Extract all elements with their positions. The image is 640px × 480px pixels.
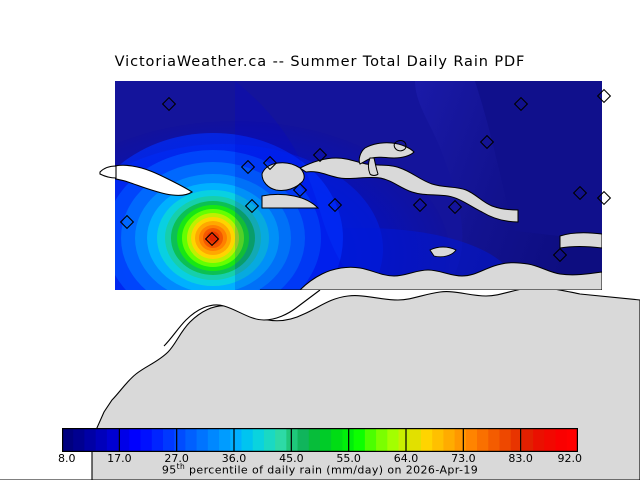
colorbar-band [409, 428, 422, 452]
colorbar-band [566, 428, 578, 452]
colorbar-tick-label: 83.0 [508, 452, 533, 465]
colorbar-band [118, 428, 130, 452]
colorbar-tick-label: 55.0 [336, 452, 361, 465]
rainfall-contour-field [115, 81, 602, 290]
colorbar-band [555, 428, 568, 452]
colorbar-band [364, 428, 377, 452]
colorbar-band [533, 428, 545, 452]
colorbar-band [376, 428, 388, 452]
colorbar-band [252, 428, 265, 452]
caption-post: percentile of daily rain (mm/day) on 202… [185, 463, 479, 477]
colorbar-caption: 95th percentile of daily rain (mm/day) o… [0, 462, 640, 477]
colorbar-band [84, 428, 97, 452]
colorbar-tick-label: 73.0 [451, 452, 476, 465]
colorbar-band [488, 428, 501, 452]
colorbar-band [510, 428, 523, 452]
colorbar-band [174, 428, 186, 452]
west-islet [99, 165, 117, 179]
colorbar-band [275, 428, 287, 452]
colorbar-band [387, 428, 400, 452]
colorbar-band [106, 428, 119, 452]
colorbar-band [465, 428, 478, 452]
caption-ordinal-suffix: th [176, 462, 186, 471]
colorbar-tick-label: 36.0 [221, 452, 247, 465]
colorbar-band [286, 428, 299, 452]
colorbar-tick-label: 8.0 [58, 452, 76, 465]
colorbar-band [297, 428, 310, 452]
colorbar-band [151, 428, 164, 452]
map-plot-area[interactable] [115, 81, 602, 290]
colorbar-band [477, 428, 489, 452]
caption-pre: 95 [161, 463, 177, 477]
colorbar-band [140, 428, 153, 452]
colorbar-band [62, 428, 74, 452]
colorbar-band [320, 428, 332, 452]
colorbar-band [398, 428, 411, 452]
colorbar-tick-label: 64.0 [393, 452, 419, 465]
colorbar-band [420, 428, 433, 452]
page-title: VictoriaWeather.ca -- Summer Total Daily… [114, 54, 526, 70]
colorbar-band [162, 428, 175, 452]
colorbar-band [544, 428, 557, 452]
colorbar-band [521, 428, 534, 452]
colorbar-tick-label: 45.0 [279, 452, 304, 465]
colorbar-tick-label: 17.0 [107, 452, 132, 465]
sea-gap-fill [115, 290, 320, 346]
colorbar-band [308, 428, 321, 452]
colorbar-band [353, 428, 366, 452]
colorbar-band [331, 428, 344, 452]
colorbar-band [230, 428, 243, 452]
colorbar-band [443, 428, 456, 452]
colorbar-tick-label: 92.0 [557, 452, 583, 465]
colorbar-band [207, 428, 220, 452]
colorbar-band [219, 428, 231, 452]
colorbar-band [499, 428, 512, 452]
colorbar-tick-label: 27.0 [164, 452, 189, 465]
colorbar-tick-labels: 8.0 17.0 27.0 36.0 45.0 55.0 64.0 73.0 83.0 92.0 [0, 452, 640, 466]
colorbar-band [185, 428, 198, 452]
colorbar-swatches [62, 428, 578, 452]
colorbar-band [73, 428, 86, 452]
colorbar-band [241, 428, 254, 452]
colorbar[interactable] [62, 428, 578, 452]
colorbar-band [196, 428, 209, 452]
colorbar-band [129, 428, 142, 452]
colorbar-band [454, 428, 467, 452]
colorbar-band [432, 428, 444, 452]
colorbar-band [263, 428, 276, 452]
colorbar-band [95, 428, 108, 452]
sea-gap-coastline [163, 289, 321, 347]
